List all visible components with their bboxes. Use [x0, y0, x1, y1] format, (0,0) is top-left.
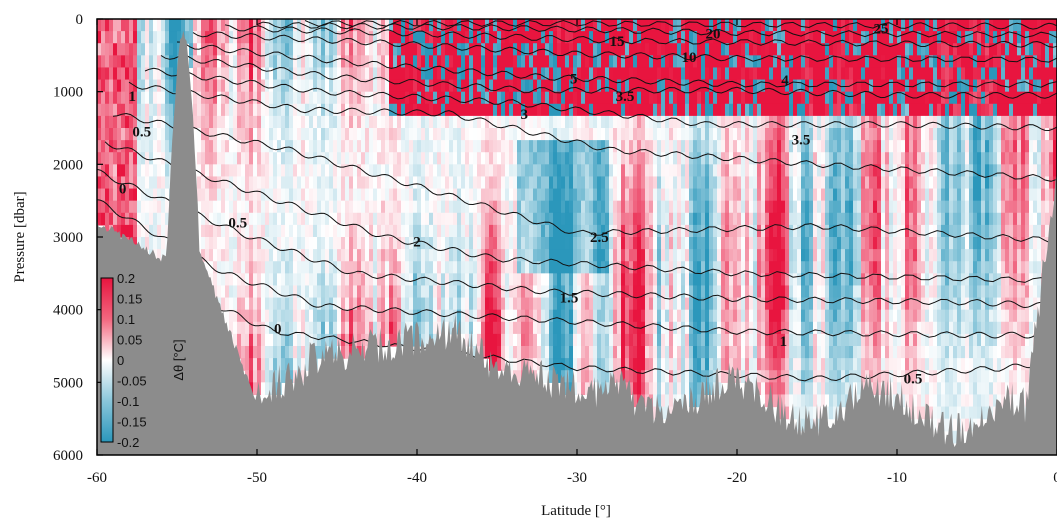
colorbar-tick-label: -0.05 [117, 374, 147, 389]
contour-label: 25 [874, 21, 889, 37]
seafloor-bathymetry [97, 30, 1057, 455]
isotherm-5 [176, 41, 1057, 88]
x-tick-label: 0 [1053, 470, 1057, 486]
x-axis: -60 -50 -40 -30 -20 -10 0 [87, 19, 1057, 486]
contour-label: 0 [274, 322, 282, 338]
isotherm-3-5 [144, 67, 1057, 132]
y-tick-label: 4000 [53, 303, 83, 319]
x-axis-label: Latitude [°] [541, 503, 611, 519]
isotherm-10 [192, 31, 1057, 63]
contour-label: 3.5 [792, 133, 811, 149]
x-tick-label: -50 [247, 470, 267, 486]
x-tick-label: -40 [407, 470, 427, 486]
y-tick-label: 1000 [53, 85, 83, 101]
isotherm-2 [104, 141, 1057, 284]
contour-label: 0.5 [132, 125, 151, 141]
colorbar: 0.2 0.15 0.1 0.05 0 -0.05 -0.1 -0.15 -0.2 Δθ [°C… [100, 271, 186, 450]
x-tick-label: -30 [567, 470, 587, 486]
contour-label: 5 [570, 72, 578, 88]
colorbar-title: Δθ [°C] [171, 339, 186, 380]
contour-label: 20 [706, 27, 721, 43]
contour-label: 1 [128, 89, 136, 105]
contour-label: 1.5 [560, 290, 579, 306]
isotherm-3 [128, 81, 1057, 182]
colorbar-tick-label: 0.1 [117, 312, 135, 327]
isotherm-2-5 [112, 112, 1057, 244]
contour-label: 0.5 [228, 215, 247, 231]
y-tick-label: 5000 [53, 375, 83, 391]
contour-label: 10 [682, 50, 697, 66]
colorbar-ticks: 0.2 0.15 0.1 0.05 0 -0.05 -0.1 -0.15 -0.2 [117, 271, 147, 450]
colorbar-tick-label: -0.2 [117, 435, 139, 450]
contour-label: 3 [520, 107, 528, 123]
colorbar-tick-label: -0.15 [117, 415, 147, 430]
contour-label: 0.5 [904, 372, 923, 388]
colorbar-tick-label: 0.05 [117, 333, 142, 348]
colorbar-tick-label: 0 [117, 353, 124, 368]
contour-label: 15 [610, 34, 625, 50]
contour-label: 1 [780, 334, 788, 350]
contour-labels: 25 20 15 10 5 4 3.5 3 3.5 1 0.5 0 0.5 2 2.5 1.5 0 1 0.5 [119, 21, 923, 387]
x-tick-label: -20 [727, 470, 747, 486]
colorbar-tick-label: -0.1 [117, 394, 139, 409]
y-tick-label: 6000 [53, 448, 83, 464]
contour-label: 0 [119, 181, 127, 197]
contour-label: 2.5 [590, 230, 609, 246]
isotherm-20 [256, 21, 1057, 39]
contour-label: 2 [413, 234, 421, 250]
y-tick-label: 2000 [53, 157, 83, 173]
y-tick-label: 3000 [53, 230, 83, 246]
isotherm-15 [224, 24, 1057, 48]
x-tick-label: -10 [887, 470, 907, 486]
plot-area: 25 20 15 10 5 4 3.5 3 3.5 1 0.5 0 0.5 2 2.5 1.5 0 1 0.5 [97, 19, 1057, 455]
colorbar-tick-label: 0.2 [117, 271, 135, 286]
y-axis: 0 1000 2000 3000 4000 5000 6000 [53, 12, 103, 464]
y-axis-label: Pressure [dbar] [12, 191, 28, 282]
isotherm-1-5 [97, 168, 1057, 310]
contour-label: 4 [781, 73, 789, 89]
isotherm-25 [304, 19, 1057, 30]
contour-label: 3.5 [616, 89, 635, 105]
temperature-anomaly-field [97, 19, 1057, 444]
x-tick-label: -60 [87, 470, 107, 486]
y-tick-label: 0 [76, 12, 84, 28]
isotherm-1 [97, 199, 1057, 339]
isotherm-contours [97, 19, 1057, 382]
colorbar-tick-label: 0.15 [117, 292, 142, 307]
isotherm-4 [160, 54, 1057, 99]
colorbar-gradient [100, 277, 114, 443]
